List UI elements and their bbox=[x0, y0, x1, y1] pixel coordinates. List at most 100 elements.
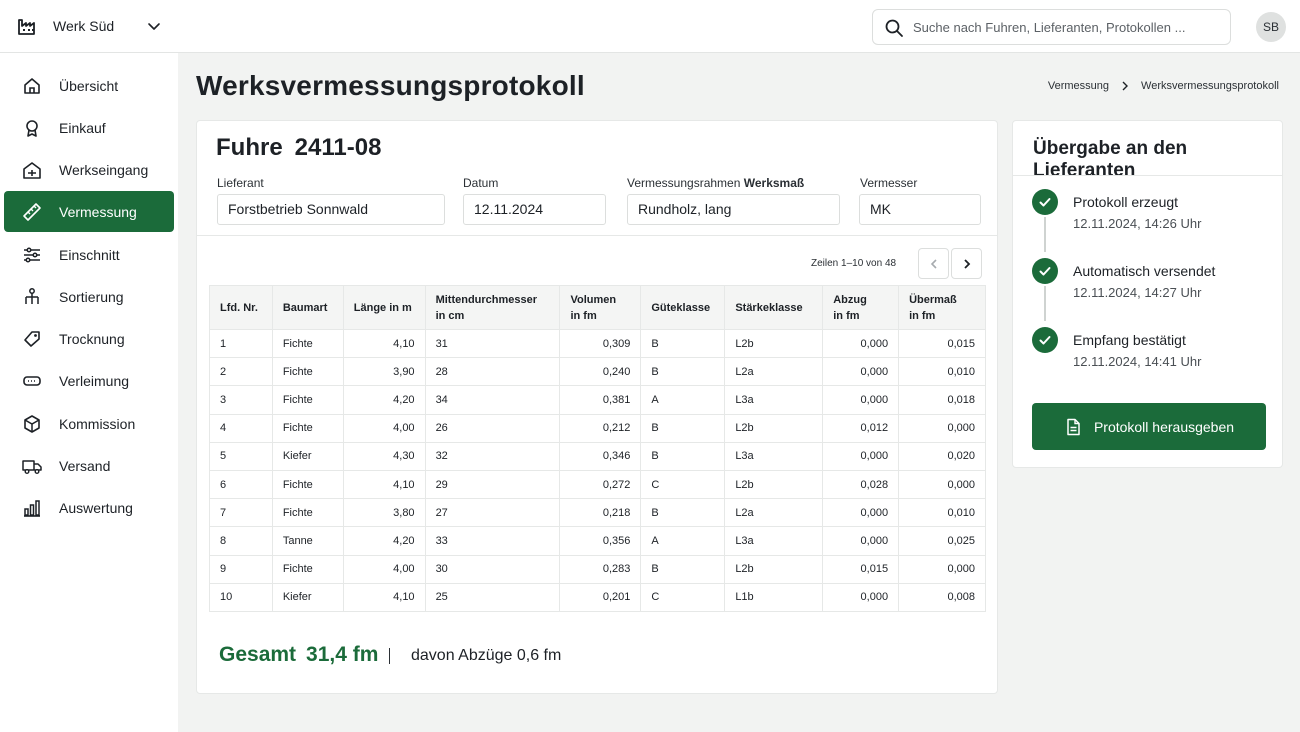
frame-label: Vermessungsrahmen Werksmaß bbox=[627, 176, 805, 190]
issue-protocol-button[interactable]: Protokoll herausgeben bbox=[1032, 403, 1266, 450]
column-header[interactable]: Abzug in fm bbox=[822, 285, 900, 330]
previous-page-button[interactable] bbox=[918, 248, 949, 279]
table-row[interactable]: 6 Fichte 4,10 29 0,272 C L2b 0,028 0,000 bbox=[209, 469, 986, 500]
column-header[interactable]: Baumart bbox=[271, 285, 344, 330]
search-box[interactable] bbox=[872, 9, 1231, 45]
table-row[interactable]: 9 Fichte 4,00 30 0,283 B L2b 0,015 0,000 bbox=[209, 554, 986, 584]
table-cell: 4,30 bbox=[342, 441, 426, 471]
table-cell: C bbox=[640, 582, 726, 612]
surveyor-field[interactable]: MK bbox=[859, 194, 981, 225]
table-cell: 0,008 bbox=[898, 582, 986, 612]
sidebar-item-auswertung[interactable]: Auswertung bbox=[4, 487, 174, 528]
sidebar-item-label: Werkseingang bbox=[59, 161, 149, 178]
table-cell: 4,10 bbox=[342, 328, 426, 359]
factory-icon bbox=[18, 16, 40, 36]
table-cell: 2 bbox=[209, 357, 273, 387]
table-cell: 1 bbox=[209, 328, 273, 359]
measurement-table: Lfd. Nr. Baumart Länge in m Mittendurchm… bbox=[209, 285, 986, 612]
table-row[interactable]: 1 Fichte 4,10 31 0,309 B L2b 0,000 0,015 bbox=[209, 328, 986, 359]
table-cell: A bbox=[640, 526, 726, 556]
table-cell: B bbox=[640, 554, 726, 584]
table-cell: 0,000 bbox=[822, 357, 900, 387]
purchase-icon bbox=[22, 118, 42, 138]
sidebar-item-werkseingang[interactable]: Werkseingang bbox=[4, 149, 174, 190]
table-cell: 0,218 bbox=[559, 498, 642, 528]
column-header[interactable]: Stärkeklasse bbox=[724, 285, 824, 330]
drying-icon bbox=[22, 329, 42, 349]
sidebar-item-verleimung[interactable]: Verleimung bbox=[4, 360, 174, 401]
table-cell: L2b bbox=[724, 413, 824, 443]
date-field[interactable]: 12.11.2024 bbox=[463, 194, 606, 225]
table-cell: 0,000 bbox=[898, 469, 986, 500]
column-header[interactable]: Volumen in fm bbox=[559, 285, 642, 330]
table-cell: 0,018 bbox=[898, 385, 986, 415]
sidebar-item-uebersicht[interactable]: Übersicht bbox=[4, 65, 174, 106]
divider bbox=[197, 235, 997, 236]
table-cell: B bbox=[640, 498, 726, 528]
table-row[interactable]: 5 Kiefer 4,30 32 0,346 B L3a 0,000 0,020 bbox=[209, 441, 986, 471]
glue-icon bbox=[22, 371, 42, 391]
table-cell: 0,000 bbox=[822, 441, 900, 471]
sidebar-item-trocknung[interactable]: Trocknung bbox=[4, 318, 174, 359]
table-cell: 28 bbox=[424, 357, 561, 387]
search-input[interactable] bbox=[913, 10, 1223, 44]
sidebar-item-label: Verleimung bbox=[59, 372, 130, 389]
supplier-field[interactable]: Forstbetrieb Sonnwald bbox=[217, 194, 445, 225]
breadcrumb-link[interactable]: Vermessung bbox=[1047, 80, 1110, 92]
sidebar: Übersicht Einkauf Werkseingang Vermessun… bbox=[0, 53, 178, 732]
table-cell: 4,20 bbox=[342, 526, 426, 556]
table-row[interactable]: 2 Fichte 3,90 28 0,240 B L2a 0,000 0,010 bbox=[209, 357, 986, 387]
column-header[interactable]: Lfd. Nr. bbox=[209, 285, 273, 330]
table-cell: 4,10 bbox=[342, 582, 426, 612]
chevron-down-icon[interactable] bbox=[146, 18, 162, 34]
table-cell: 0,000 bbox=[898, 413, 986, 443]
sidebar-item-einschnitt[interactable]: Einschnitt bbox=[4, 234, 174, 275]
table-cell: 0,000 bbox=[898, 554, 986, 584]
column-header[interactable]: Güteklasse bbox=[640, 285, 726, 330]
document-icon bbox=[1064, 418, 1082, 436]
column-header[interactable]: Länge in m bbox=[342, 285, 426, 330]
table-header-row: Lfd. Nr. Baumart Länge in m Mittendurchm… bbox=[209, 285, 986, 330]
table-cell: C bbox=[640, 469, 726, 500]
sorting-icon bbox=[22, 287, 42, 307]
deductions-text: davon Abzüge 0,6 fm bbox=[411, 647, 562, 664]
table-cell: Fichte bbox=[271, 413, 344, 443]
table-row[interactable]: 7 Fichte 3,80 27 0,218 B L2a 0,000 0,010 bbox=[209, 498, 986, 528]
table-cell: 0,020 bbox=[898, 441, 986, 471]
date-label: Datum bbox=[463, 176, 499, 190]
total-label: Gesamt bbox=[219, 643, 297, 666]
sidebar-item-kommission[interactable]: Kommission bbox=[4, 403, 174, 444]
table-row[interactable]: 8 Tanne 4,20 33 0,356 A L3a 0,000 0,025 bbox=[209, 526, 986, 556]
table-row[interactable]: 4 Fichte 4,00 26 0,212 B L2b 0,012 0,000 bbox=[209, 413, 986, 443]
sidebar-item-label: Einschnitt bbox=[59, 246, 120, 263]
breadcrumb: Vermessung Werksvermessungsprotokoll bbox=[1048, 80, 1279, 92]
table-cell: 3,80 bbox=[342, 498, 426, 528]
sidebar-item-vermessung[interactable]: Vermessung bbox=[4, 191, 174, 232]
table-cell: 0,000 bbox=[822, 582, 900, 612]
column-header[interactable]: Übermaß in fm bbox=[898, 285, 986, 330]
total-value: 31,4 fm bbox=[306, 643, 379, 666]
table-cell: L2b bbox=[724, 328, 824, 359]
frame-field[interactable]: Rundholz, lang bbox=[627, 194, 840, 225]
column-header[interactable]: Mittendurchmesser in cm bbox=[424, 285, 561, 330]
table-cell: L3a bbox=[724, 526, 824, 556]
chevron-right-icon bbox=[964, 259, 971, 269]
sidebar-item-label: Übersicht bbox=[59, 77, 119, 94]
sidebar-item-label: Auswertung bbox=[59, 499, 133, 516]
table-cell: 0,010 bbox=[898, 498, 986, 528]
table-cell: 0,000 bbox=[822, 498, 900, 528]
sidebar-item-sortierung[interactable]: Sortierung bbox=[4, 276, 174, 317]
table-row[interactable]: 10 Kiefer 4,10 25 0,201 C L1b 0,000 0,008 bbox=[209, 582, 986, 612]
handover-card: Übergabe an den Lieferanten Protokoll er… bbox=[1012, 120, 1283, 468]
table-cell: A bbox=[640, 385, 726, 415]
pagination-info: Zeilen 1–10 von 48 bbox=[811, 258, 897, 269]
table-cell: 33 bbox=[424, 526, 561, 556]
avatar[interactable]: SB bbox=[1256, 12, 1286, 42]
sliders-icon bbox=[22, 245, 42, 265]
next-page-button[interactable] bbox=[951, 248, 982, 279]
sidebar-item-versand[interactable]: Versand bbox=[4, 445, 174, 486]
table-row[interactable]: 3 Fichte 4,20 34 0,381 A L3a 0,000 0,018 bbox=[209, 385, 986, 415]
sidebar-item-einkauf[interactable]: Einkauf bbox=[4, 107, 174, 148]
plant-selector[interactable]: Werk Süd bbox=[18, 14, 160, 38]
sidebar-item-label: Trocknung bbox=[59, 330, 125, 347]
